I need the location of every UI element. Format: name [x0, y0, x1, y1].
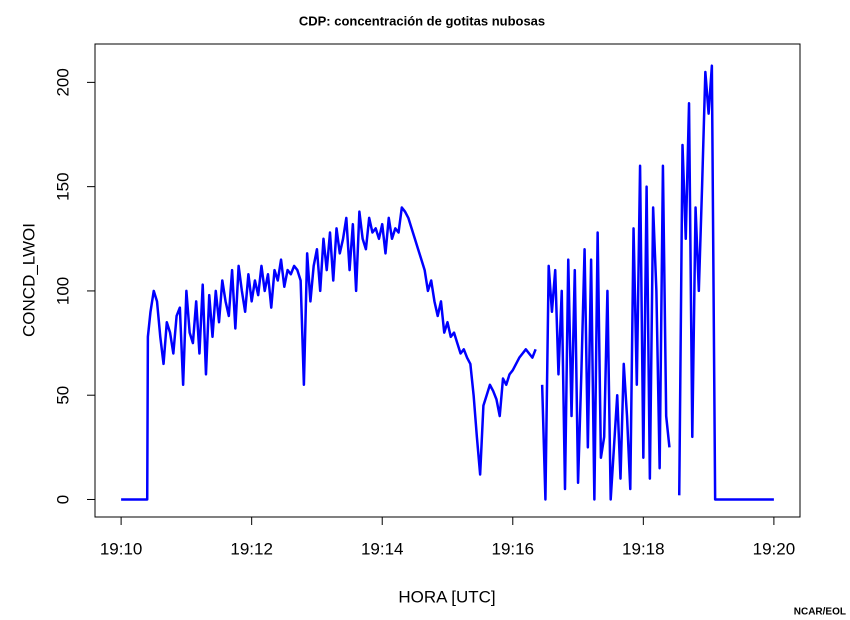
y-tick-label: 100 [53, 277, 72, 305]
y-tick-label: 200 [53, 68, 72, 96]
y-tick-label: 0 [53, 495, 72, 504]
x-tick-label: 19:16 [492, 539, 535, 558]
y-tick-label: 150 [53, 172, 72, 200]
chart-title: CDP: concentración de gotitas nubosas [299, 13, 545, 28]
x-tick-label: 19:10 [100, 539, 143, 558]
x-axis-label: HORA [UTC] [398, 587, 495, 606]
x-tick-label: 19:18 [622, 539, 665, 558]
y-tick-label: 50 [53, 386, 72, 405]
data-line [121, 64, 774, 501]
credit: NCAR/EOL [794, 607, 846, 618]
plot-frame [94, 43, 801, 518]
x-tick-label: 19:20 [753, 539, 796, 558]
x-tick-label: 19:14 [361, 539, 404, 558]
y-axis-label: CONCD_LWOI [19, 223, 38, 337]
x-tick-label: 19:12 [230, 539, 273, 558]
